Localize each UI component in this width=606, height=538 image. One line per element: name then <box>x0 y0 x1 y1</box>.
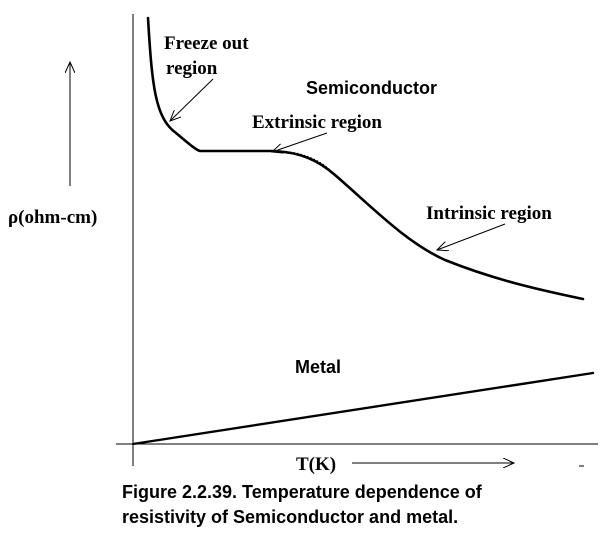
figure-caption: Figure 2.2.39. Temperature dependence of… <box>122 480 592 530</box>
x-axis-label: T(K) <box>296 454 336 475</box>
extrinsic-dotted-guide <box>289 151 329 169</box>
freeze-out-pointer-arrow <box>170 78 214 121</box>
caption-line-2: resistivity of Semiconductor and metal. <box>122 507 459 527</box>
extrinsic-pointer-arrow <box>272 132 328 152</box>
intrinsic-label: Intrinsic region <box>426 203 552 224</box>
freeze-out-label-line1: Freeze out <box>164 33 249 54</box>
intrinsic-pointer-arrow <box>437 223 506 250</box>
semiconductor-curve <box>146 16 585 301</box>
y-axis-label: ρ(ohm-cm) <box>8 207 97 228</box>
freeze-out-label-line2: region <box>166 58 218 79</box>
metal-label: Metal <box>295 357 341 377</box>
semiconductor-label: Semiconductor <box>306 78 437 98</box>
extrinsic-label: Extrinsic region <box>252 112 382 133</box>
caption-line-1: Figure 2.2.39. Temperature dependence of <box>122 482 482 502</box>
metal-line <box>131 371 595 446</box>
